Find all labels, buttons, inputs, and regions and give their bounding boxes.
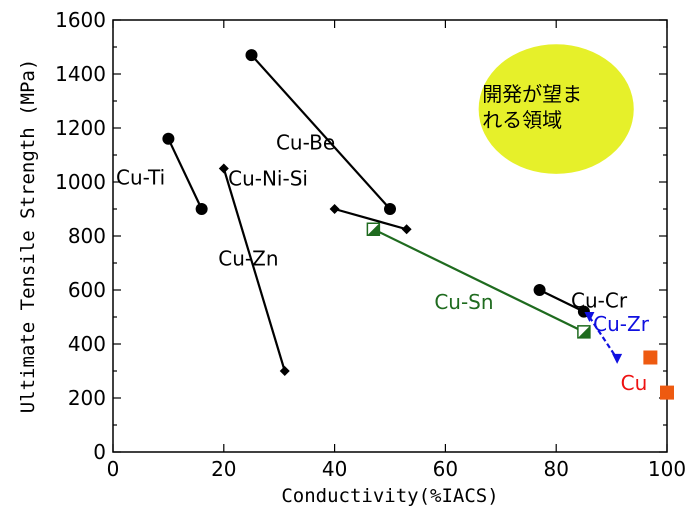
x-tick-label: 80: [543, 457, 568, 481]
data-point: [660, 385, 674, 400]
data-point: [612, 353, 623, 364]
x-axis-title: Conductivity(%IACS): [281, 485, 498, 507]
y-tick-label: 400: [68, 332, 106, 356]
y-tick-label: 1000: [55, 170, 106, 194]
data-point: [218, 163, 229, 174]
data-point: [533, 284, 546, 296]
series-label: Cu-Zr: [593, 312, 650, 336]
y-tick-label: 600: [68, 278, 106, 302]
series-line: [539, 289, 585, 313]
data-point: [401, 224, 412, 235]
series-line: [372, 228, 585, 333]
series-label: Cu-Ni-Si: [228, 166, 308, 190]
target-region-label: 開発が望まれる領域: [482, 82, 582, 132]
series-cu-zn: Cu-Zn: [218, 163, 290, 376]
data-point: [584, 312, 595, 322]
y-axis-title: Ultimate Tensile Strength (MPa): [17, 59, 39, 414]
series-line: [167, 138, 203, 210]
data-point: [384, 203, 396, 215]
data-point: [162, 132, 175, 145]
x-tick-label: 0: [107, 457, 120, 481]
series-line: [250, 54, 391, 210]
series-line: [588, 316, 619, 360]
series-label: Cu-Zn: [218, 247, 278, 271]
series-cu-ti: Cu-Ti: [116, 132, 208, 215]
y-tick-label: 1200: [55, 116, 106, 140]
data-point-fill: [577, 325, 590, 338]
target-region-ellipse: [478, 44, 634, 174]
series-line: [222, 168, 286, 372]
data-point: [195, 203, 208, 215]
data-point: [279, 366, 290, 376]
y-tick-label: 1600: [55, 8, 106, 32]
target-region-label-line: 開発が望ま: [482, 82, 582, 106]
series-cu-sn: Cu-Sn: [366, 222, 591, 339]
target-region-label-line: れる領域: [482, 108, 562, 132]
x-tick-label: 100: [648, 457, 686, 481]
y-tick-label: 200: [68, 386, 106, 410]
series-line: [334, 207, 407, 231]
x-tick-label: 60: [433, 457, 458, 481]
series-label: Cu-Be: [276, 131, 335, 155]
series-label: Cu-Ti: [116, 166, 165, 190]
x-tick-label: 20: [211, 457, 236, 481]
series-cu-zr: Cu-Zr: [584, 312, 650, 364]
data-point: [643, 350, 658, 365]
y-tick-label: 800: [68, 224, 106, 248]
series-label: Cu-Cr: [571, 288, 628, 312]
data-point: [245, 49, 258, 62]
series-cu-ni-si: Cu-Ni-Si: [228, 166, 412, 235]
data-point-fill: [367, 223, 380, 236]
ticks-layer: 0 20 40 60 80 1000200400600800100012001400160…: [55, 8, 686, 481]
series-label: Cu: [621, 371, 648, 395]
data-point: [329, 204, 340, 214]
series-label: Cu-Sn: [434, 290, 493, 314]
series-cu-be: Cu-Be: [245, 49, 396, 215]
x-tick-label: 40: [322, 457, 347, 481]
region-layer: 開発が望まれる領域: [478, 44, 634, 174]
y-tick-label: 1400: [55, 62, 106, 86]
y-tick-label: 0: [93, 440, 106, 464]
series-cu: Cu: [621, 350, 674, 400]
